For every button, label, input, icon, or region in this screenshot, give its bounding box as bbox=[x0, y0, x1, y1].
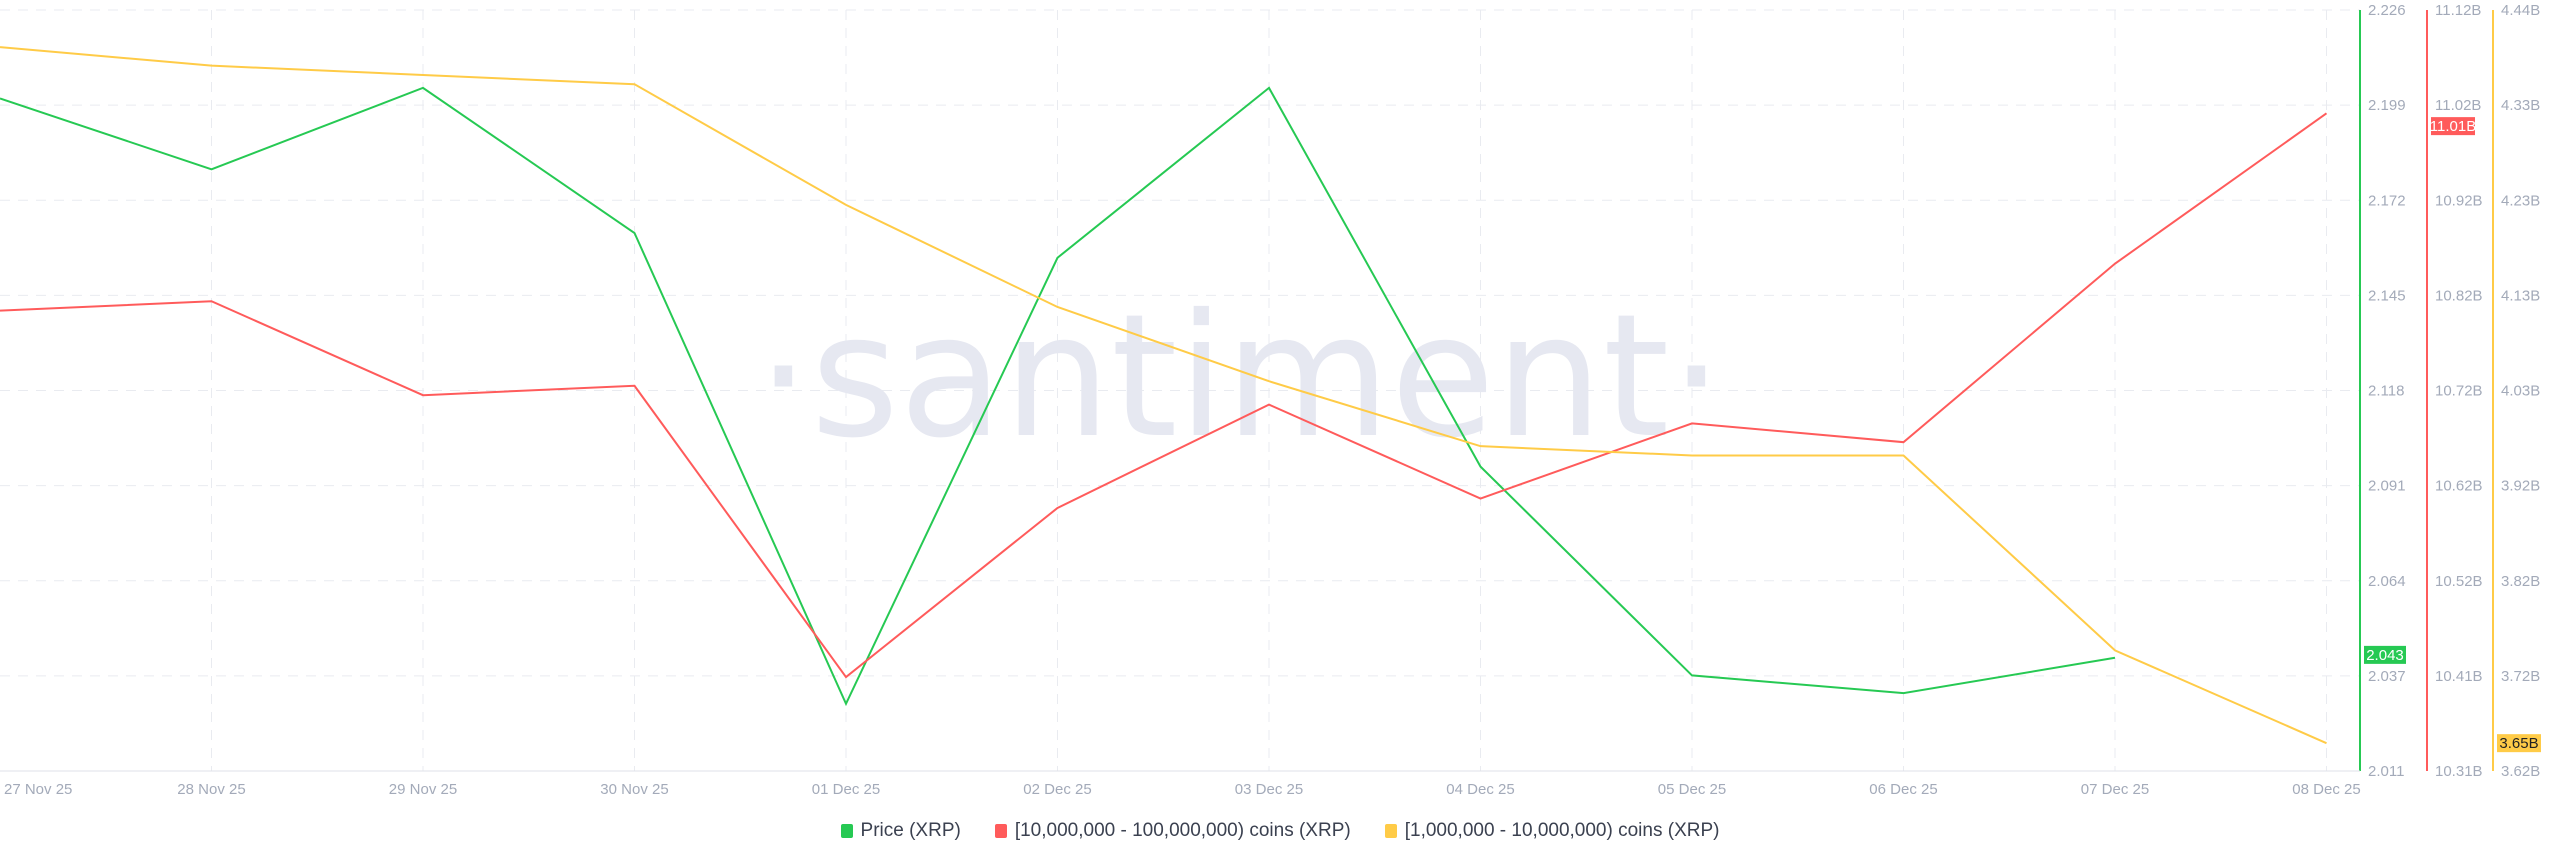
x-tick-label: 03 Dec 25 bbox=[1235, 781, 1303, 798]
price-tick-label: 2.172 bbox=[2368, 192, 2406, 209]
legend-label: [1,000,000 - 10,000,000) coins (XRP) bbox=[1404, 820, 1720, 841]
price-tick-label: 2.145 bbox=[2368, 287, 2406, 304]
red-tick-label: 10.41B bbox=[2435, 668, 2483, 685]
x-tick-label: 01 Dec 25 bbox=[812, 781, 880, 798]
red-tick-label: 10.52B bbox=[2435, 573, 2483, 590]
legend-swatch bbox=[1384, 824, 1397, 838]
x-tick-label: 07 Dec 25 bbox=[2081, 781, 2149, 798]
yellow-tick-label: 4.23B bbox=[2501, 192, 2540, 209]
x-tick-label: 02 Dec 25 bbox=[1023, 781, 1091, 798]
yellow-tick-label: 3.92B bbox=[2501, 478, 2540, 495]
watermark: ·santiment· bbox=[756, 278, 1723, 476]
yellow-tick-label: 4.44B bbox=[2501, 2, 2540, 19]
yellow-tick-label: 3.82B bbox=[2501, 573, 2540, 590]
yellow-last-value-label: 3.65B bbox=[2499, 735, 2538, 752]
legend-swatch bbox=[994, 824, 1007, 838]
red-tick-label: 10.31B bbox=[2435, 763, 2483, 780]
price-tick-label: 2.091 bbox=[2368, 478, 2406, 495]
yellow-tick-label: 3.62B bbox=[2501, 763, 2540, 780]
red-last-value-badge bbox=[2431, 117, 2475, 136]
price-tick-label: 2.226 bbox=[2368, 2, 2406, 19]
x-tick-label: 06 Dec 25 bbox=[1869, 781, 1937, 798]
price-tick-label: 2.199 bbox=[2368, 97, 2406, 114]
price-last-value-badge bbox=[2364, 645, 2406, 664]
yellow-tick-label: 4.03B bbox=[2501, 383, 2540, 400]
legend: Price (XRP) [10,000,000 - 100,000,000) co… bbox=[0, 820, 2560, 842]
legend-item[interactable]: [10,000,000 - 100,000,000) coins (XRP) bbox=[994, 820, 1351, 842]
series-lines bbox=[0, 46, 2328, 745]
series-line bbox=[0, 46, 2327, 745]
red-tick-label: 10.72B bbox=[2435, 383, 2483, 400]
red-tick-label: 11.02B bbox=[2435, 97, 2481, 114]
x-tick-label: 05 Dec 25 bbox=[1658, 781, 1726, 798]
legend-item[interactable]: [1,000,000 - 10,000,000) coins (XRP) bbox=[1384, 820, 1720, 842]
x-tick-label: 08 Dec 25 bbox=[2292, 781, 2360, 798]
price-tick-label: 2.037 bbox=[2368, 668, 2406, 685]
legend-label: [10,000,000 - 100,000,000) coins (XRP) bbox=[1014, 820, 1351, 841]
price-tick-label: 2.011 bbox=[2368, 763, 2404, 780]
red-tick-label: 10.82B bbox=[2435, 287, 2483, 304]
red-tick-label: 10.92B bbox=[2435, 192, 2483, 209]
yellow-tick-label: 4.33B bbox=[2501, 97, 2540, 114]
x-tick-label: 29 Nov 25 bbox=[389, 781, 457, 798]
x-tick-label: 28 Nov 25 bbox=[177, 781, 245, 798]
red-tick-label: 10.62B bbox=[2435, 478, 2483, 495]
yellow-tick-label: 3.72B bbox=[2501, 668, 2540, 685]
series-line bbox=[0, 112, 2328, 679]
y-axes: 2.226 2.199 2.172 2.145 2.118 2.091 2.064 2.037… bbox=[2359, 2, 2541, 780]
legend-item[interactable]: Price (XRP) bbox=[840, 820, 961, 842]
price-last-value-label: 2.043 bbox=[2366, 647, 2404, 664]
yellow-last-value-badge bbox=[2497, 734, 2541, 753]
x-axis: 27 Nov 25 28 Nov 25 29 Nov 25 30 Nov 25 01 D… bbox=[0, 770, 2361, 798]
x-tick-label: 04 Dec 25 bbox=[1446, 781, 1514, 798]
red-last-value-label: 11.01B bbox=[2430, 118, 2476, 135]
price-tick-label: 2.064 bbox=[2368, 573, 2406, 590]
yellow-tick-label: 4.13B bbox=[2501, 287, 2540, 304]
legend-swatch bbox=[840, 824, 853, 838]
x-tick-label: 30 Nov 25 bbox=[600, 781, 668, 798]
price-tick-label: 2.118 bbox=[2368, 383, 2404, 400]
red-tick-label: 11.12B bbox=[2435, 2, 2481, 19]
legend-label: Price (XRP) bbox=[860, 820, 961, 841]
x-tick-label: 27 Nov 25 bbox=[4, 781, 72, 798]
